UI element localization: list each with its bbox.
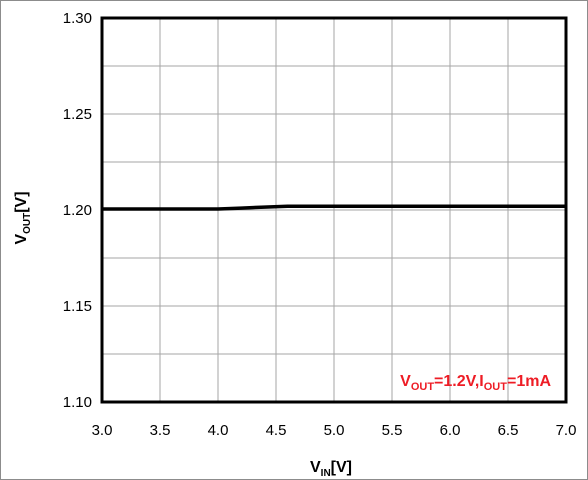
y-tick-label: 1.25 [63,106,92,123]
x-tick-label: 5.0 [324,422,345,439]
y-tick-labels: 1.10 1.15 1.20 1.25 1.30 [63,10,92,411]
x-axis-label: VIN[V] [310,459,352,479]
x-tick-label: 3.5 [150,422,171,439]
x-tick-label: 4.5 [266,422,287,439]
y-tick-label: 1.30 [63,10,92,27]
x-tick-label: 6.5 [498,422,519,439]
condition-annotation: VOUT=1.2V,IOUT=1mA [400,373,551,393]
x-tick-label: 6.0 [440,422,461,439]
x-tick-label: 4.0 [208,422,229,439]
y-tick-label: 1.15 [63,298,92,315]
series-layer [102,204,566,211]
y-tick-label: 1.20 [63,202,92,219]
x-tick-labels: 3.0 3.5 4.0 4.5 5.0 5.5 6.0 6.5 7.0 [92,422,577,439]
x-tick-label: 5.5 [382,422,403,439]
plot-area-border [100,16,568,404]
series-line-0 [102,204,566,211]
y-axis-label: VOUT[V] [13,191,33,244]
x-tick-label: 7.0 [556,422,577,439]
x-tick-label: 3.0 [92,422,113,439]
y-tick-label: 1.10 [63,394,92,411]
